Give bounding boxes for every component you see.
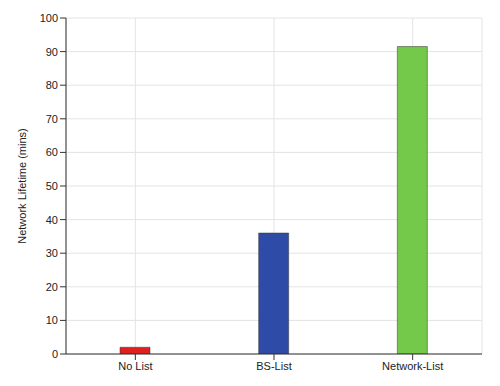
svg-text:0: 0	[52, 348, 58, 360]
svg-text:100: 100	[40, 12, 58, 24]
svg-text:40: 40	[46, 214, 58, 226]
svg-text:20: 20	[46, 281, 58, 293]
svg-text:60: 60	[46, 146, 58, 158]
svg-text:50: 50	[46, 180, 58, 192]
svg-text:30: 30	[46, 247, 58, 259]
svg-text:80: 80	[46, 79, 58, 91]
svg-text:Network-List: Network-List	[382, 360, 443, 372]
svg-text:BS-List: BS-List	[256, 360, 291, 372]
svg-text:10: 10	[46, 314, 58, 326]
svg-text:90: 90	[46, 46, 58, 58]
svg-text:70: 70	[46, 113, 58, 125]
svg-text:No List: No List	[118, 360, 152, 372]
svg-text:Network Lifetime (mins): Network Lifetime (mins)	[16, 128, 28, 244]
